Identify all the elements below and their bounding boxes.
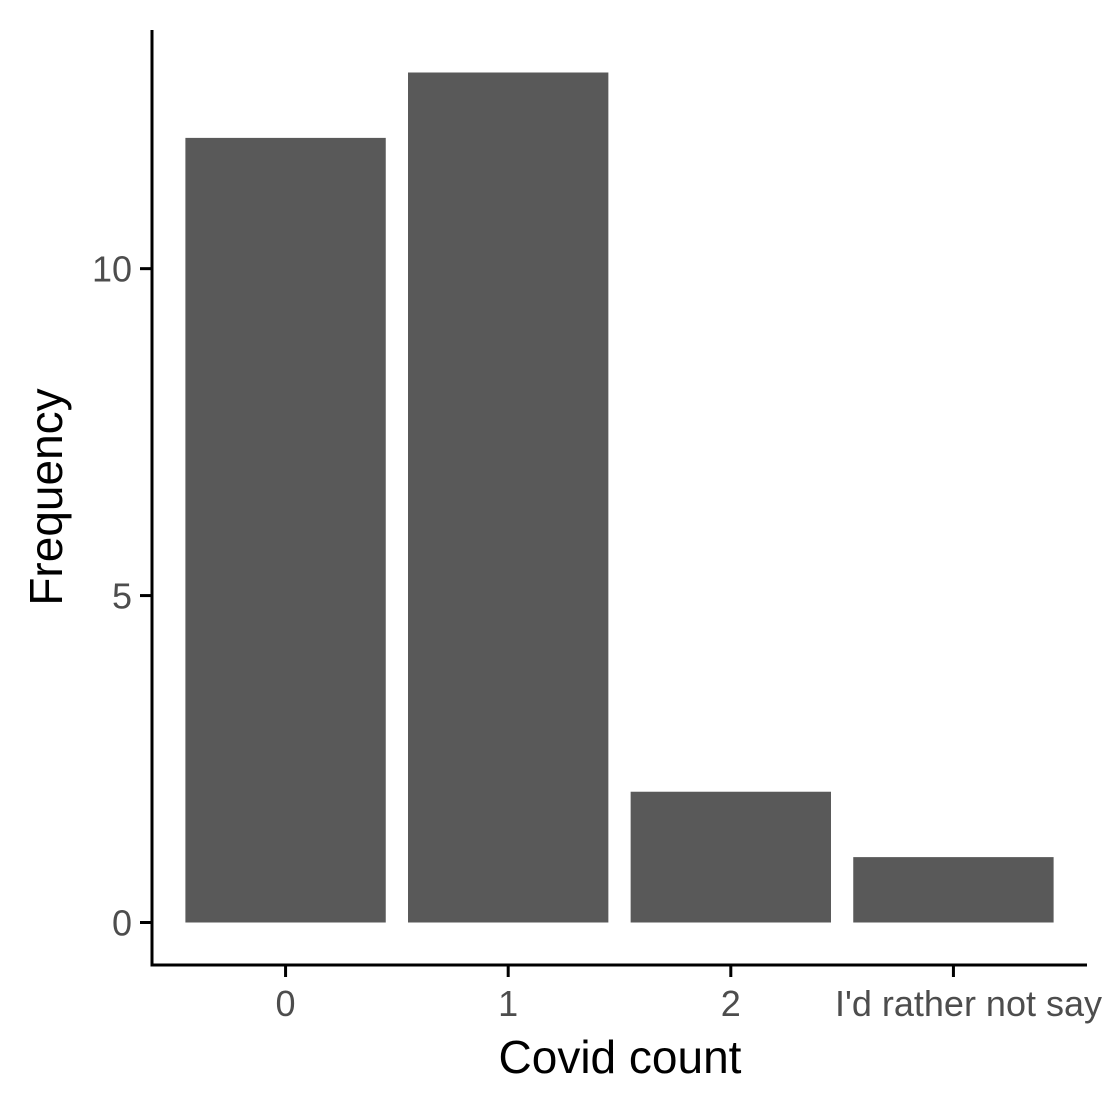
y-tick-label: 5 — [112, 576, 132, 617]
x-ticks-group: 0 1 2 I'd rather not say — [276, 965, 1102, 1024]
x-tick-label: 0 — [276, 983, 296, 1024]
bar-1 — [408, 72, 609, 923]
bar-3 — [853, 857, 1054, 923]
y-tick-label: 10 — [92, 249, 132, 290]
x-axis-title: Covid count — [499, 1031, 742, 1083]
bar-0 — [185, 137, 386, 923]
x-tick-label: I'd rather not say — [835, 983, 1102, 1024]
y-tick-label: 0 — [112, 903, 132, 944]
y-axis-title: Frequency — [20, 388, 72, 605]
y-ticks-group: 0 5 10 — [92, 249, 152, 944]
x-tick-label: 2 — [721, 983, 741, 1024]
bar-2 — [630, 791, 831, 923]
bars-group — [185, 72, 1054, 923]
x-tick-label: 1 — [498, 983, 518, 1024]
